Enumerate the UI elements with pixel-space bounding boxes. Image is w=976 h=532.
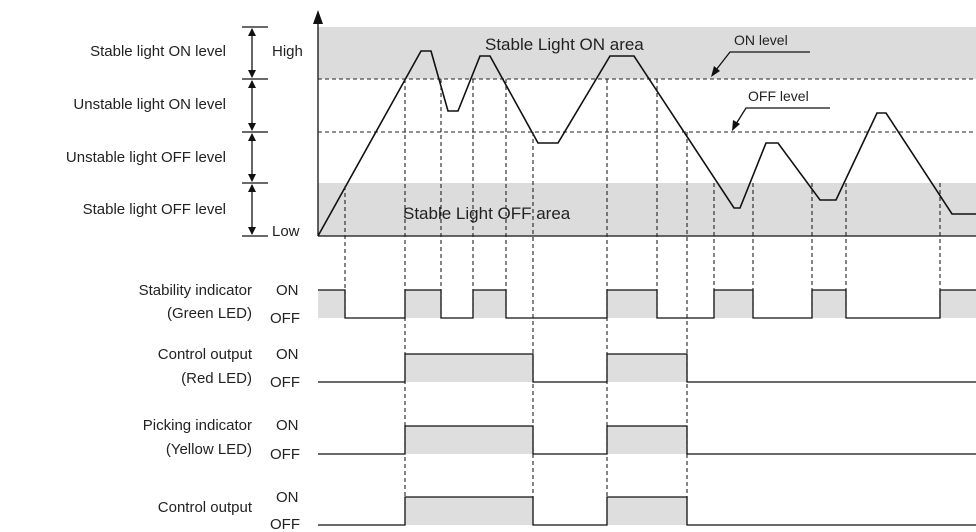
row-picking-name: Picking indicator (143, 417, 252, 434)
row-picking-sub: (Yellow LED) (166, 441, 252, 458)
row-stability-sub: (Green LED) (167, 305, 252, 322)
row-picking-on: ON (276, 417, 299, 434)
control-output-red-trace (318, 353, 976, 383)
y-axis-arrow (313, 10, 323, 24)
axis-low-label: Low (272, 223, 300, 240)
stable-off-band (318, 183, 976, 236)
stable-on-area-label: Stable Light ON area (485, 35, 644, 54)
off-level-callout-arrow (732, 120, 740, 131)
control-output-trace (318, 496, 976, 526)
row-control-output-off: OFF (270, 516, 300, 532)
row-control-output-name: Control output (158, 499, 253, 516)
row-picking-off: OFF (270, 446, 300, 463)
row-control-red-name: Control output (158, 346, 253, 363)
row-stability-name: Stability indicator (139, 282, 252, 299)
stability-indicator-trace (318, 289, 976, 319)
row-control-red-off: OFF (270, 374, 300, 391)
on-level-callout: ON level (734, 32, 788, 48)
row-stability-on: ON (276, 282, 299, 299)
off-level-callout-line (735, 107, 830, 125)
row-control-output-on: ON (276, 489, 299, 506)
row-stability-off: OFF (270, 310, 300, 327)
label-stable-off-level: Stable light OFF level (83, 201, 226, 218)
label-stable-on-level: Stable light ON level (90, 43, 226, 60)
label-unstable-on-level: Unstable light ON level (73, 96, 226, 113)
row-control-red-on: ON (276, 346, 299, 363)
off-level-callout: OFF level (748, 88, 809, 104)
axis-high-label: High (272, 43, 303, 60)
stable-on-band (318, 27, 976, 79)
level-brackets (242, 26, 268, 237)
received-light-waveform (317, 50, 976, 237)
label-unstable-off-level: Unstable light OFF level (66, 149, 226, 166)
picking-indicator-trace (318, 425, 976, 455)
row-control-red-sub: (Red LED) (181, 370, 252, 387)
stable-off-area-label: Stable Light OFF area (403, 204, 571, 223)
on-level-callout-line (715, 51, 810, 71)
on-level-callout-arrow (711, 66, 720, 77)
